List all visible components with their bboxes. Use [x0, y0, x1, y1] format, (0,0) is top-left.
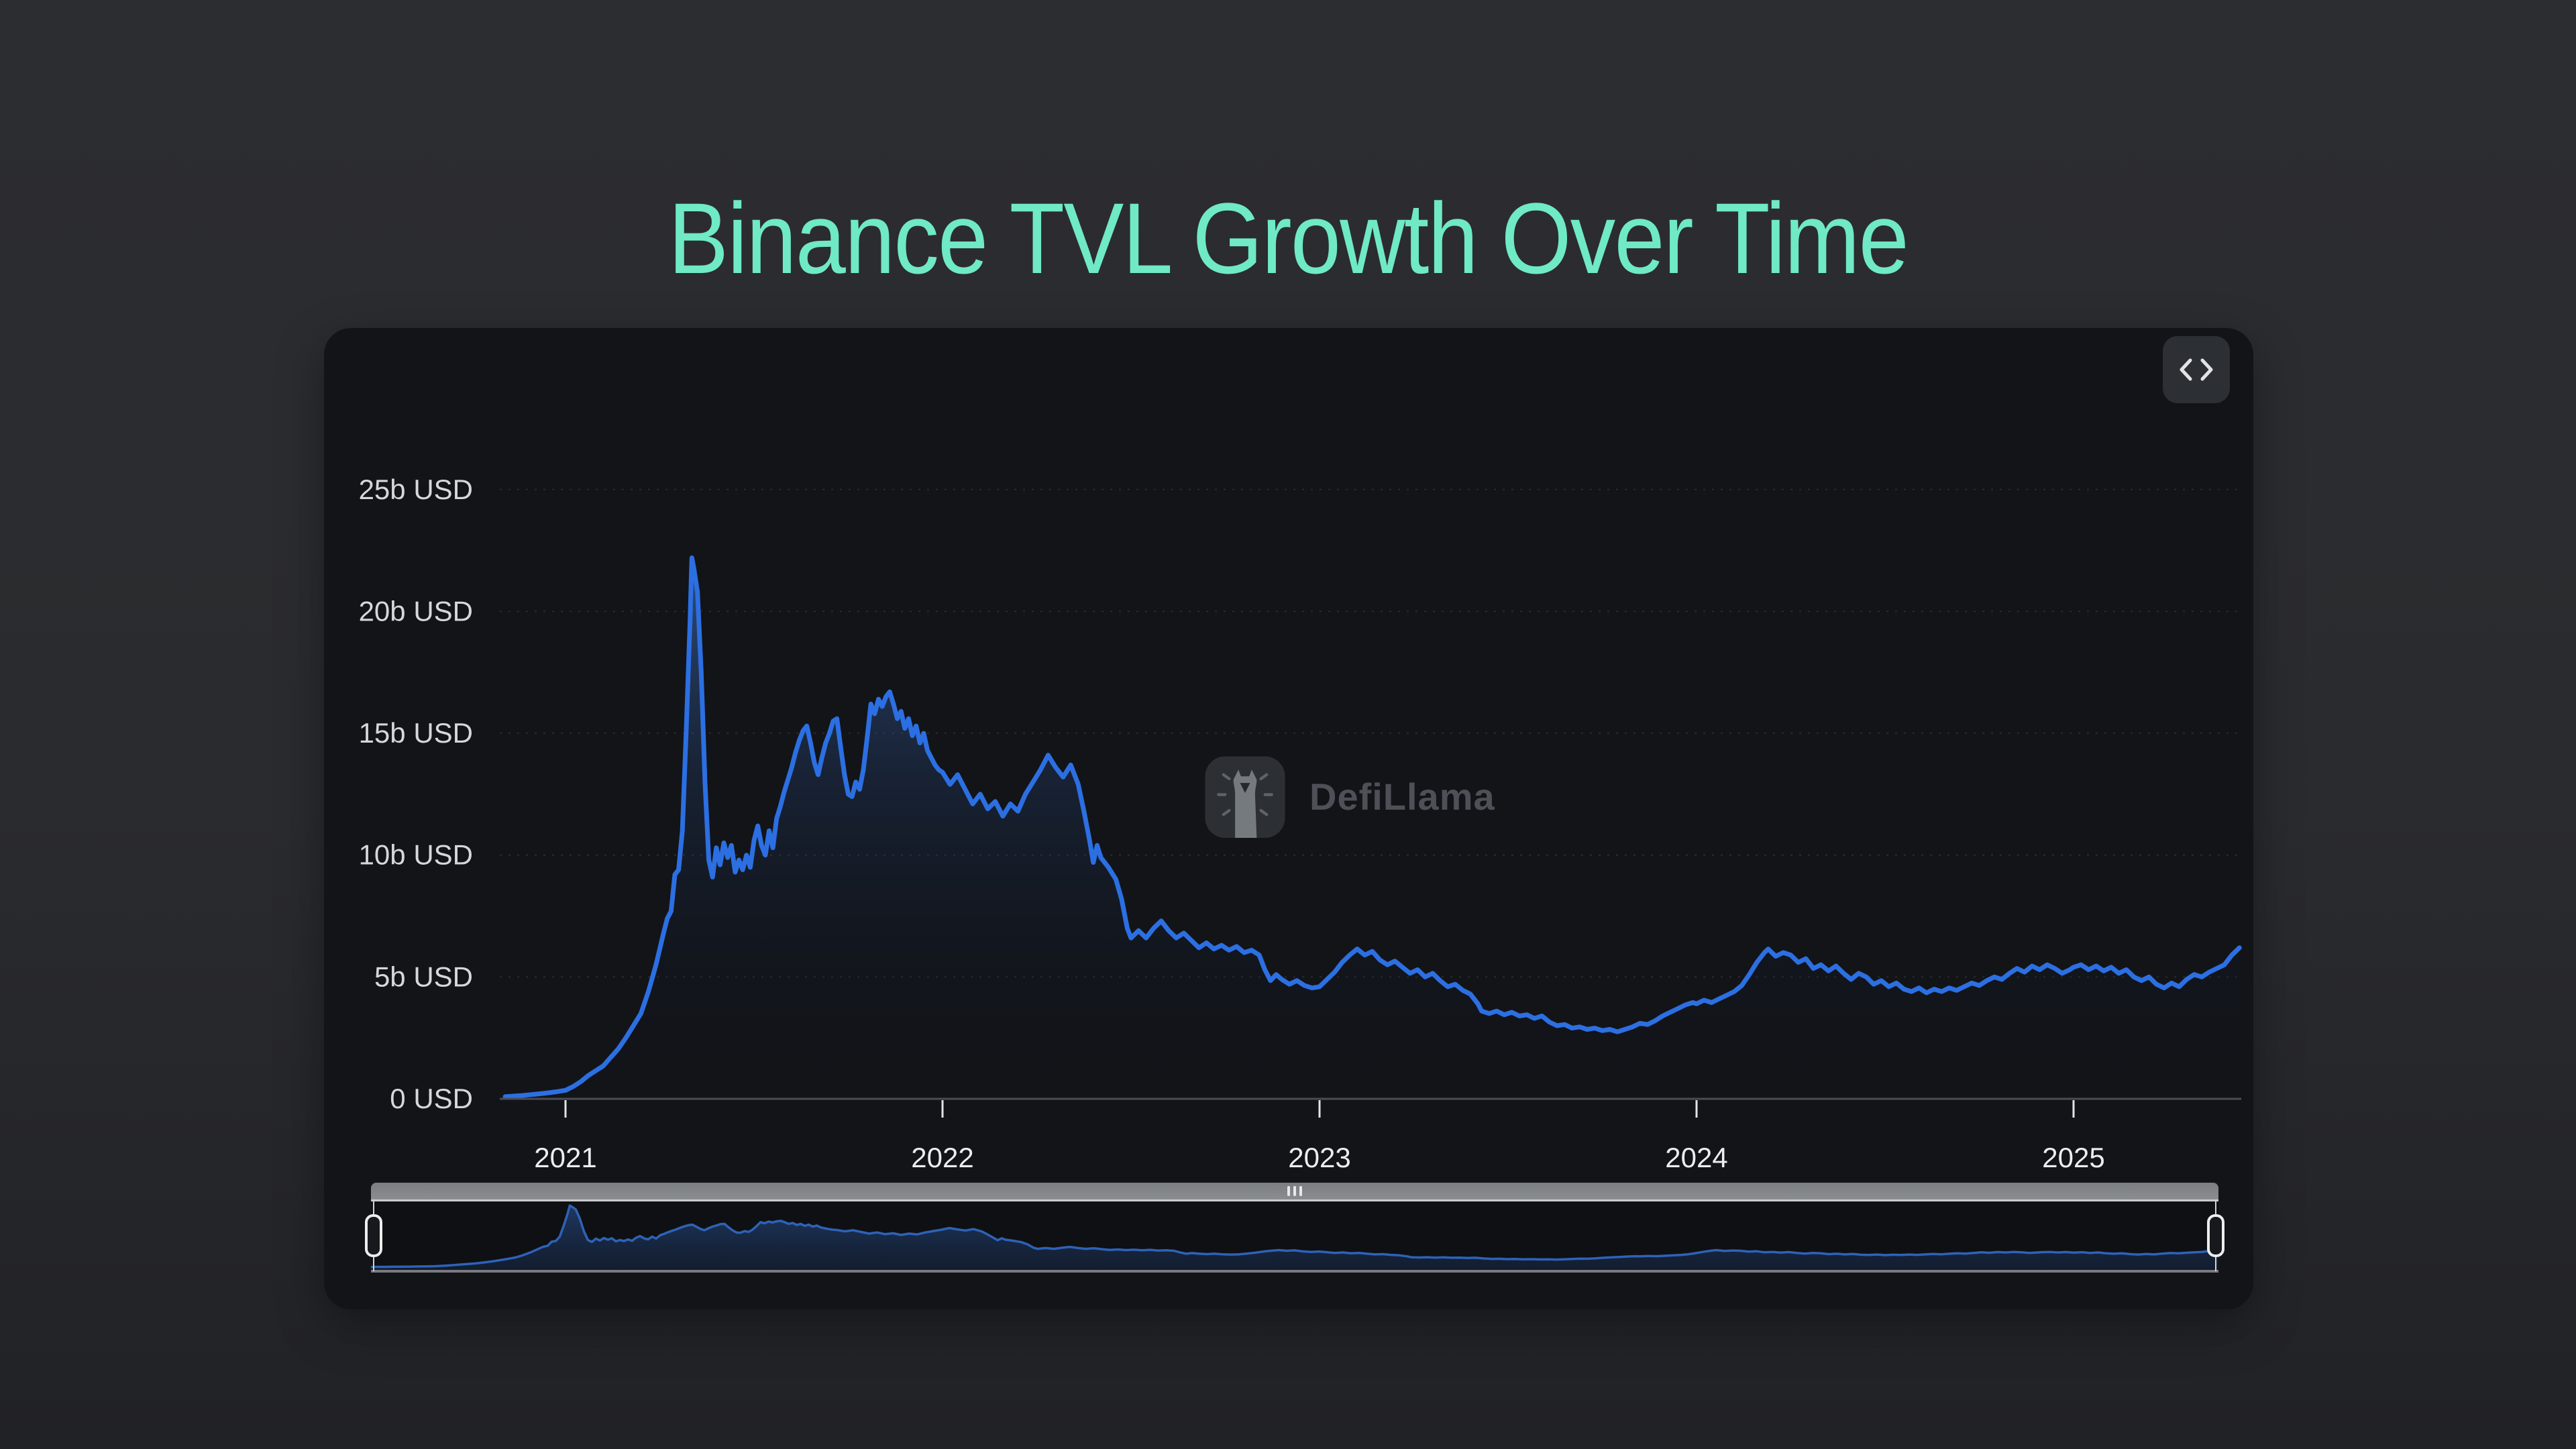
- datazoom-right-handle[interactable]: [2207, 1214, 2224, 1257]
- datazoom-move-bar[interactable]: [371, 1183, 2218, 1201]
- embed-code-button[interactable]: [2163, 336, 2230, 403]
- code-icon: [2180, 358, 2213, 381]
- move-grip-icon: [1287, 1186, 1302, 1196]
- datazoom-slider[interactable]: [365, 1183, 2224, 1273]
- minimap-chart: [371, 1204, 2218, 1270]
- datazoom-window[interactable]: [371, 1201, 2218, 1273]
- page-title: Binance TVL Growth Over Time: [668, 181, 1909, 294]
- defillama-llama-icon: [1205, 756, 1285, 838]
- watermark-text: DefiLlama: [1309, 775, 1495, 818]
- minimap-line: [371, 1204, 2218, 1269]
- defillama-watermark: DefiLlama: [1203, 751, 1495, 841]
- datazoom-left-handle[interactable]: [365, 1214, 382, 1257]
- minimap-area-fill: [371, 1205, 2218, 1270]
